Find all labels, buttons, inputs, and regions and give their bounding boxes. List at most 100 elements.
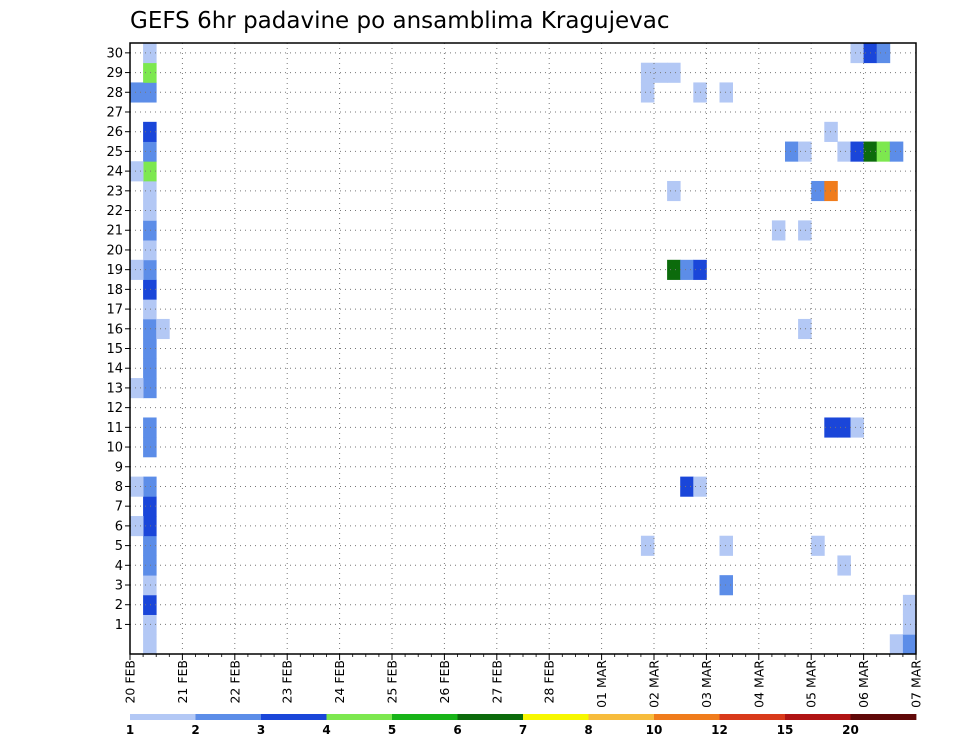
- y-tick-label: 28: [106, 86, 123, 101]
- heatmap-cell: [902, 634, 917, 655]
- heatmap-cell: [667, 62, 681, 83]
- y-tick-label: 27: [106, 105, 123, 120]
- y-tick-label: 10: [106, 441, 123, 456]
- heatmap-cell: [143, 240, 157, 261]
- heatmap-cell: [143, 43, 157, 64]
- heatmap-cell: [143, 378, 157, 399]
- heatmap-cell: [876, 43, 891, 64]
- heatmap-cell: [143, 62, 157, 83]
- heatmap-cell: [640, 82, 655, 103]
- colorbar-segment: [850, 714, 917, 720]
- y-tick-label: 9: [115, 460, 123, 475]
- heatmap-cell: [811, 535, 825, 556]
- colorbar-label: 12: [711, 723, 728, 737]
- heatmap-cell: [143, 516, 157, 537]
- heatmap-cell: [640, 62, 655, 83]
- grid-layer: [130, 43, 916, 654]
- y-tick-label: 8: [115, 480, 123, 495]
- heatmap-cell: [143, 594, 157, 615]
- x-tick-label: 22 FEB: [227, 660, 242, 704]
- x-tick-label: 23 FEB: [280, 660, 295, 704]
- colorbar-label: 1: [126, 723, 134, 737]
- y-tick-label: 11: [106, 421, 123, 436]
- heatmap-cell: [130, 82, 144, 103]
- colorbar-label: 8: [584, 723, 592, 737]
- y-axis: 1234567891011121314151617181920212223242…: [106, 46, 130, 633]
- y-tick-label: 17: [106, 303, 123, 318]
- heatmap-cell: [824, 121, 838, 142]
- heatmap-cell: [143, 121, 157, 142]
- heatmap-cell: [837, 555, 851, 576]
- heatmap-cell: [130, 161, 144, 182]
- colorbar-segment: [785, 714, 851, 720]
- y-tick-label: 12: [106, 401, 123, 416]
- heatmap-cell: [824, 180, 838, 202]
- colorbar-label: 4: [322, 723, 330, 737]
- heatmap-cell: [130, 259, 144, 280]
- colorbar: 1 2 3 4 5 6 7 8 10 12 15 20: [126, 714, 917, 737]
- x-tick-label: 02 MAR: [647, 660, 662, 708]
- x-tick-label: 20 FEB: [123, 660, 138, 704]
- colorbar-label: 2: [191, 723, 199, 737]
- y-tick-label: 23: [106, 184, 123, 199]
- heatmap-cell: [824, 417, 838, 438]
- x-tick-label: 03 MAR: [699, 660, 714, 708]
- colorbar-segment: [523, 714, 589, 720]
- colorbar-segment: [588, 714, 655, 720]
- x-tick-label: 01 MAR: [594, 660, 609, 708]
- y-tick-label: 1: [115, 618, 123, 633]
- heatmap-cell: [680, 259, 694, 280]
- y-tick-label: 14: [106, 362, 123, 377]
- x-tick-label: 25 FEB: [385, 660, 400, 704]
- colorbar-segment: [261, 714, 327, 720]
- y-tick-label: 4: [115, 559, 123, 574]
- y-tick-label: 26: [106, 125, 123, 140]
- heatmap-cell: [143, 338, 157, 359]
- heatmap-cell: [143, 180, 157, 202]
- heatmap-cell: [785, 141, 799, 162]
- heatmap-cell: [850, 141, 864, 162]
- heatmap-cell: [143, 437, 157, 458]
- y-tick-label: 3: [115, 579, 123, 594]
- y-tick-label: 24: [106, 165, 123, 180]
- colorbar-label: 7: [519, 723, 527, 737]
- colorbar-label: 6: [453, 723, 461, 737]
- heatmap-cell: [143, 555, 157, 576]
- colorbar-label: 5: [388, 723, 396, 737]
- heatmap-cell: [771, 220, 786, 241]
- plot-frame: [129, 42, 917, 655]
- y-tick-label: 22: [106, 204, 123, 219]
- colorbar-segment: [195, 714, 262, 720]
- cells-layer: [130, 43, 917, 655]
- colorbar-label: 15: [777, 723, 794, 737]
- heatmap-cell: [902, 614, 917, 635]
- y-tick-label: 29: [106, 66, 123, 81]
- heatmap-cell: [667, 180, 681, 202]
- heatmap-cell: [719, 575, 733, 596]
- heatmap-cell: [156, 318, 170, 340]
- y-tick-label: 5: [115, 539, 123, 554]
- colorbar-label: 3: [257, 723, 265, 737]
- heatmap-cell: [143, 634, 157, 655]
- heatmap-cell: [680, 476, 694, 497]
- x-tick-label: 24 FEB: [332, 660, 347, 704]
- heatmap-cell: [889, 141, 904, 162]
- heatmap-cell: [640, 535, 655, 556]
- heatmap-cell: [143, 535, 157, 556]
- heatmap-cell: [130, 378, 144, 399]
- heatmap-cell: [143, 220, 157, 241]
- heatmap-cell: [143, 141, 157, 162]
- heatmap-cell: [850, 43, 864, 64]
- heatmap-cell: [798, 141, 812, 162]
- heatmap-cell: [143, 161, 157, 182]
- colorbar-segment: [130, 714, 196, 720]
- heatmap-cell: [902, 594, 917, 615]
- x-tick-label: 26 FEB: [437, 660, 452, 704]
- heatmap-cell: [143, 575, 157, 596]
- x-tick-label: 21 FEB: [175, 660, 190, 704]
- heatmap-cell: [811, 180, 825, 202]
- y-tick-label: 7: [115, 500, 123, 515]
- colorbar-segment: [654, 714, 720, 720]
- y-tick-label: 16: [106, 322, 123, 337]
